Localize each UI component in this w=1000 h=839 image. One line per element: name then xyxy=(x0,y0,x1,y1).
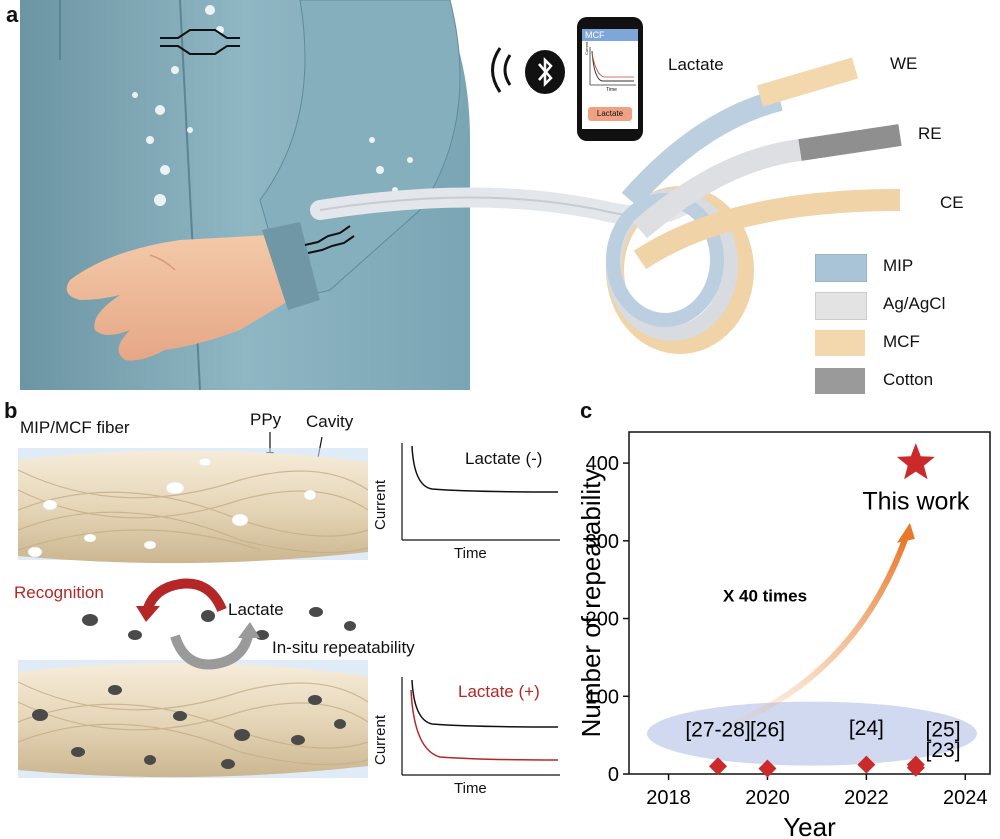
fiber-bundle-top xyxy=(17,448,369,564)
reference-label: [24] xyxy=(849,717,884,740)
repeatability-arrow xyxy=(170,634,253,670)
panel-a-illustration xyxy=(20,0,902,391)
strand-ce xyxy=(633,189,901,270)
legend-swatch-cotton xyxy=(815,368,865,394)
data-point-diamond xyxy=(857,755,876,774)
electrode-we-label: WE xyxy=(890,54,918,73)
panel-b-letter: b xyxy=(4,398,18,423)
sweat-drops xyxy=(132,5,413,206)
y-tick-label: 200 xyxy=(586,609,619,631)
literature-highlight-ellipse xyxy=(646,701,977,766)
y-tick-label: 300 xyxy=(586,531,619,553)
plot-top-label: Lactate (-) xyxy=(465,449,543,468)
electrode-ce-label: CE xyxy=(940,193,964,212)
reference-label: [23] xyxy=(926,739,961,762)
y-tick-label: 0 xyxy=(608,764,619,786)
growth-arrow-label: X 40 times xyxy=(723,586,807,605)
in-situ-label: In-situ repeatability xyxy=(272,638,415,657)
legend-label-mcf: MCF xyxy=(883,332,920,351)
legend-swatch-agagcl xyxy=(815,292,867,320)
data-point-diamond xyxy=(906,758,925,777)
lactate-label: Lactate xyxy=(668,55,724,74)
fiber-title: MIP/MCF fiber xyxy=(20,418,130,437)
data-point-diamond xyxy=(709,757,728,776)
reference-label: [26] xyxy=(750,719,785,742)
phone-screen: MCF Current Time Lactate xyxy=(582,29,638,129)
strand-we xyxy=(621,89,783,208)
bluetooth-icon xyxy=(525,50,565,94)
plot-lactate-plus xyxy=(401,677,560,776)
panel-a-letter: a xyxy=(6,2,19,27)
x-tick-label: 2018 xyxy=(646,787,691,809)
legend-swatch-mcf xyxy=(815,330,865,356)
cavity-label: Cavity xyxy=(306,412,354,431)
cuff-sensor-symbol xyxy=(304,225,355,254)
phone-lactate-button[interactable]: Lactate xyxy=(588,107,632,121)
legend-label-cotton: Cotton xyxy=(883,370,934,389)
plot-bottom-xlabel: Time xyxy=(454,780,487,797)
y-tick-label: 100 xyxy=(586,686,619,708)
hand xyxy=(66,235,291,361)
smartphone: MCF Current Time Lactate xyxy=(577,17,643,141)
phone-mini-plot xyxy=(589,47,636,86)
x-axis-label: Year xyxy=(783,812,836,839)
chest-sensor-symbol xyxy=(160,29,240,55)
fiber-bundle-bottom xyxy=(17,660,369,778)
chart-frame xyxy=(628,431,991,775)
strand-re xyxy=(632,139,802,239)
x-tick-label: 2024 xyxy=(943,787,988,809)
lactate-molecule-label: Lactate xyxy=(228,600,284,619)
plot-lactate-minus xyxy=(401,443,560,541)
wireless-waves xyxy=(491,47,512,93)
panel-c-letter: c xyxy=(580,398,593,423)
phone-app-title: MCF xyxy=(582,29,638,41)
this-work-label: This work xyxy=(862,488,969,516)
recognition-label: Recognition xyxy=(14,583,104,602)
ppy-label: PPy xyxy=(250,410,282,429)
x-tick-label: 2022 xyxy=(844,787,889,809)
plot-top-xlabel: Time xyxy=(454,545,487,562)
y-tick-label: 400 xyxy=(586,453,619,475)
this-work-star xyxy=(896,443,935,480)
growth-arrow xyxy=(731,535,909,727)
data-point-diamond xyxy=(758,759,777,778)
legend-label-mip: MIP xyxy=(883,256,914,275)
recognition-arrow xyxy=(143,578,227,613)
legend-label-agagcl: Ag/AgCl xyxy=(883,294,946,313)
y-axis-label: Number of repeatability xyxy=(576,469,606,738)
phone-axis-x: Time xyxy=(606,87,617,93)
electrode-re-label: RE xyxy=(918,124,942,143)
plot-bottom-label: Lactate (+) xyxy=(458,682,540,701)
reference-label: [25] xyxy=(926,719,961,742)
legend-swatch-mip xyxy=(815,254,867,282)
reference-label: [27-28] xyxy=(685,719,750,742)
growth-arrowhead xyxy=(896,522,915,543)
x-tick-label: 2020 xyxy=(745,787,790,809)
